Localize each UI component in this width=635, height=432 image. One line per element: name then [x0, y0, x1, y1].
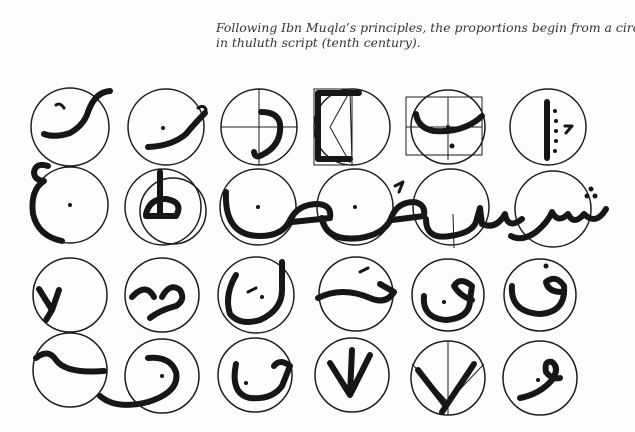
letter-waw-small-in-circle [502, 340, 578, 416]
letter-ta-in-circle [124, 168, 207, 246]
letter-shin-in-circle [508, 170, 609, 248]
caption-line-2: in thuluth script (tenth century). [216, 35, 421, 50]
letter-waw-in-circle [411, 258, 485, 332]
figure-caption: Following Ibn Muqla’s principles, the pr… [216, 20, 635, 50]
letter-ya-final-in-circle [217, 337, 293, 413]
letter-ba-grid-in-circle [405, 89, 486, 165]
letter-ayn-in-circle [29, 161, 109, 244]
letter-kaf-final-in-circle [217, 256, 295, 334]
letter-dad-in-circle [316, 168, 428, 246]
letter-ra-small-in-circle [127, 88, 208, 166]
letter-ya-in-circle [97, 338, 200, 414]
letter-lam-alif-tall-in-circle [314, 337, 390, 413]
letter-fa-in-circle [124, 257, 200, 333]
letter-ra-in-circle [30, 87, 113, 167]
letter-sin-in-circle [412, 168, 525, 249]
letter-alif-dotted-in-circle [509, 88, 587, 166]
caption-line-1: Following Ibn Muqla’s principles, the pr… [216, 20, 635, 35]
letter-ya-tail-in-circle [32, 332, 108, 408]
letter-kaf-construction-in-circle [313, 88, 391, 166]
letter-lam-alif-in-circle [32, 257, 108, 333]
letter-lam-alif-construction-in-circle [410, 340, 486, 416]
letter-kaf-open-in-circle [315, 256, 397, 332]
letter-sad-in-circle [219, 168, 334, 246]
letter-qaf-in-circle [503, 258, 577, 332]
letter-dal-grid-in-circle [220, 88, 298, 166]
